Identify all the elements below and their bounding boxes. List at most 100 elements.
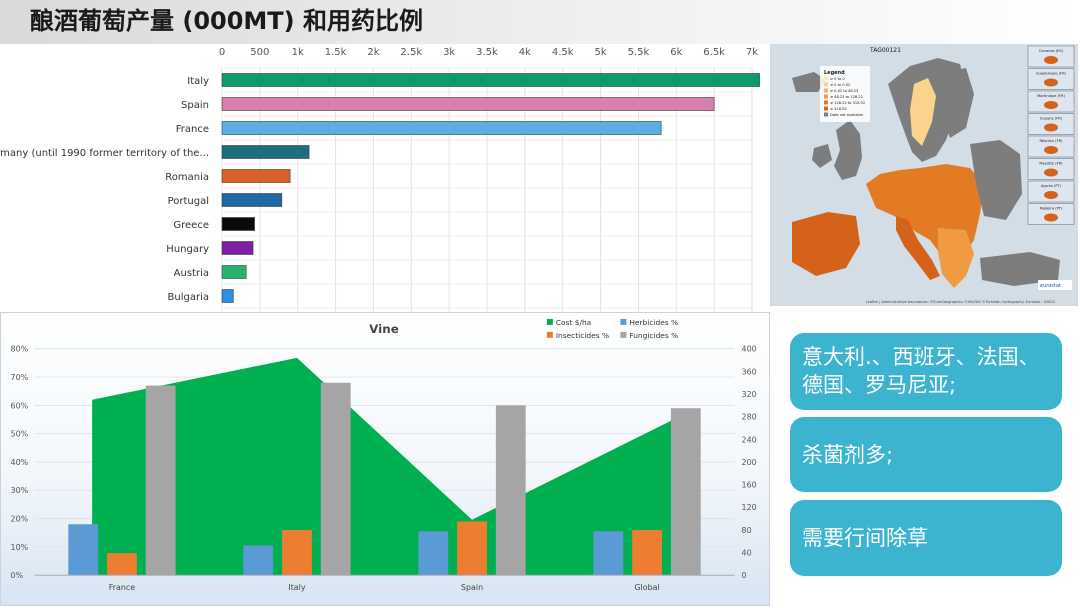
map-header: TAG00121 — [869, 47, 901, 54]
map-inset-label: Madeira (PT) — [1040, 207, 1063, 211]
bar-3 — [221, 121, 662, 135]
map-legend-swatch — [824, 88, 828, 93]
production-bar-chart: 0 500 1k 1.5k 2k 2.5k 3k 3.5k 4k 4.5k 5k 5.5k 6k 6.5k… — [0, 47, 760, 312]
map-attribution: Leaflet | Administrative boundaries: ©Eu… — [866, 300, 1055, 304]
vine-right-tick-label: 40 — [742, 549, 752, 558]
bar-x-tick-label: 4.5k — [552, 47, 574, 58]
bar-8 — [221, 241, 254, 255]
vine-right-tick-label: 120 — [742, 503, 757, 512]
bar-x-tick-label: 2.5k — [400, 47, 422, 58]
bar-x-tick-label: 5.5k — [628, 47, 650, 58]
bar-1 — [221, 73, 760, 87]
map-legend-label: ≥ 48.23 to 128.22 — [830, 95, 863, 99]
page-title: 酿酒葡萄产量 (000MT) 和用药比例 — [30, 7, 423, 35]
vine-right-tick-label: 360 — [742, 367, 757, 376]
vine-category-label: Italy — [288, 583, 306, 592]
map-legend-label: ≥ 128.22 to 318.92 — [830, 101, 865, 105]
map-legend-swatch — [824, 94, 828, 99]
vine-left-tick-label: 0% — [11, 571, 24, 580]
bar-x-tick-label: 3.5k — [476, 47, 498, 58]
map-inset-label: Guyane (FR) — [1040, 117, 1063, 121]
bar-category-label: Italy — [187, 76, 209, 87]
vine-legend-label: Fungicides % — [629, 331, 678, 340]
map-legend-label: ≥ 0 to 0.02 — [830, 83, 850, 87]
iberia-shape — [792, 212, 860, 276]
vine-bar-insecticides — [282, 529, 312, 576]
vine-bar-fungicides — [670, 408, 701, 576]
bar-10 — [221, 289, 234, 303]
bar-x-tick-label: 500 — [250, 47, 269, 58]
turkey-shape — [980, 252, 1060, 286]
map-inset-label: Mayotte (FR) — [1039, 162, 1063, 166]
vine-category-label: Global — [634, 583, 659, 592]
bar-x-tick-label: 7k — [746, 47, 758, 58]
bar-6 — [221, 193, 283, 207]
vine-right-tick-label: 320 — [742, 390, 757, 399]
map-inset-label: Guadeloupe (FR) — [1036, 72, 1067, 76]
bar-x-tick-label: 1k — [292, 47, 304, 58]
vine-left-tick-label: 20% — [11, 515, 29, 524]
vine-left-tick-label: 40% — [11, 458, 29, 467]
bar-category-label: Spain — [181, 100, 209, 111]
bar-category-label: Germany (until 1990 former territory of … — [0, 148, 209, 159]
map-inset-label: Canarias (ES) — [1039, 49, 1064, 53]
vine-category-label: France — [109, 583, 136, 592]
vine-left-tick-label: 70% — [11, 373, 29, 382]
vine-right-tick-label: 160 — [742, 481, 757, 490]
map-inset-shape — [1044, 123, 1058, 132]
eu-map: TAG00121 Legend ≥ 0 to 0 ≥ 0 to 0.02 ≥ 0.0… — [770, 44, 1078, 306]
bar-x-tick-label: 3k — [443, 47, 455, 58]
finland-shape — [942, 68, 974, 138]
bar-5 — [221, 169, 291, 183]
map-legend-box — [820, 66, 870, 122]
map-legend-title: Legend — [824, 70, 845, 76]
vine-right-tick-label: 280 — [742, 413, 757, 422]
vine-bar-insecticides — [632, 529, 662, 576]
bar-x-tick-label: 0 — [219, 47, 225, 58]
map-legend-swatch — [824, 112, 828, 117]
bar-x-tick-label: 6k — [670, 47, 682, 58]
map-legend-label: ≥ 318.92 — [830, 107, 847, 111]
vine-right-tick-label: 240 — [742, 435, 757, 444]
callout-weeding: 需要行间除草 — [790, 500, 1062, 576]
vine-right-tick-label: 200 — [742, 458, 757, 467]
bar-category-label: Romania — [165, 172, 209, 183]
bar-category-label: Austria — [174, 268, 209, 279]
bar-x-tick-label: 2k — [367, 47, 379, 58]
callout-top-producers: 意大利.、西班牙、法国、德国、罗马尼亚; — [790, 333, 1062, 410]
map-inset-shape — [1044, 78, 1058, 87]
sweden-shape — [910, 78, 936, 146]
vine-legend-swatch — [620, 331, 627, 338]
ireland-shape — [812, 144, 832, 168]
map-legend-label: ≥ 0 to 0 — [830, 77, 845, 81]
bar-category-label: Bulgaria — [168, 292, 209, 303]
map-inset-label: Açores (PT) — [1041, 184, 1062, 188]
bar-category-label: Portugal — [168, 196, 209, 207]
map-inset-label: Martinique (FR) — [1037, 94, 1065, 98]
italy-shape — [896, 216, 940, 280]
bar-x-tick-label: 6.5k — [703, 47, 725, 58]
vine-chart: Vine 0% 10% 20% 30% 40% 50% 60% 70% 80% 0 40 80 120 16… — [0, 312, 770, 606]
vine-bar-herbicides — [68, 524, 99, 576]
balkans-shape — [938, 228, 974, 288]
eu-map-panel: TAG00121 Legend ≥ 0 to 0 ≥ 0 to 0.02 ≥ 0.0… — [770, 44, 1078, 306]
vine-legend-swatch — [546, 331, 553, 338]
vine-left-tick-label: 30% — [11, 486, 29, 495]
vine-legend-label: Insecticides % — [556, 331, 609, 340]
vine-left-tick-label: 60% — [11, 401, 29, 410]
vine-left-tick-label: 80% — [11, 345, 29, 354]
vine-category-label: Spain — [461, 583, 483, 592]
bar-category-label: Greece — [173, 220, 209, 231]
map-legend-label: ≥ 0.02 to 48.23 — [830, 89, 858, 93]
vine-bar-fungicides — [320, 382, 351, 576]
map-inset-shape — [1044, 146, 1058, 154]
bar-x-tick-label: 1.5k — [325, 47, 347, 58]
map-inset-shape — [1044, 191, 1058, 199]
vine-bar-insecticides — [457, 521, 487, 576]
bar-category-label: Hungary — [166, 244, 209, 255]
title-band — [0, 0, 1080, 44]
uk-shape — [834, 120, 862, 180]
bar-x-tick-label: 5k — [594, 47, 606, 58]
bar-2 — [221, 97, 715, 111]
map-inset-shape — [1044, 168, 1058, 177]
